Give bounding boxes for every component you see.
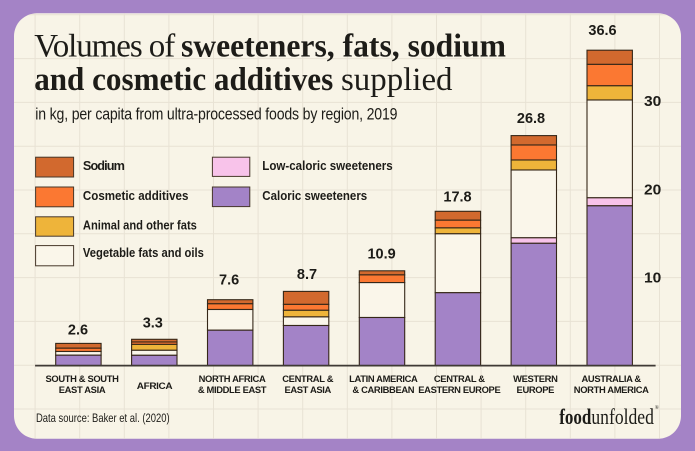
svg-text:supplied: supplied — [341, 62, 453, 98]
svg-text:Low-caloric sweeteners: Low-caloric sweeteners — [262, 159, 392, 173]
svg-text:NORTH AFRICA& MIDDLE EAST: NORTH AFRICA & MIDDLE EAST — [198, 373, 267, 395]
svg-text:7.6: 7.6 — [219, 272, 239, 288]
svg-text:in kg, per capita from ultra-p: in kg, per capita from ultra-processed f… — [35, 106, 397, 124]
svg-text:LATIN AMERICA& CARIBBEAN: LATIN AMERICA & CARIBBEAN — [349, 373, 418, 395]
svg-text:26.8: 26.8 — [517, 111, 545, 127]
svg-text:Data source: Baker et al. (202: Data source: Baker et al. (2020) — [36, 411, 170, 425]
svg-text:and cosmetic additives: and cosmetic additives — [34, 62, 333, 98]
svg-text:Sodium: Sodium — [83, 159, 125, 173]
svg-text:Volumes of: Volumes of — [34, 29, 175, 65]
svg-text:Caloric sweeteners: Caloric sweeteners — [262, 189, 367, 203]
svg-text:20: 20 — [644, 183, 661, 199]
svg-text:unfolded: unfolded — [591, 404, 654, 429]
svg-text:10.9: 10.9 — [367, 247, 395, 263]
svg-text:food: food — [559, 404, 591, 429]
svg-text:AUSTRALIA &NORTH AMERICA: AUSTRALIA & NORTH AMERICA — [574, 373, 649, 395]
svg-text:AFRICA: AFRICA — [137, 380, 173, 391]
svg-text:Animal and other fats: Animal and other fats — [83, 218, 197, 232]
svg-text:30: 30 — [644, 94, 661, 110]
svg-text:CENTRAL &EAST ASIA: CENTRAL & EAST ASIA — [282, 373, 333, 395]
svg-text:3.3: 3.3 — [143, 316, 163, 332]
svg-text:Vegetable fats and oils: Vegetable fats and oils — [83, 246, 204, 260]
svg-text:2.6: 2.6 — [68, 323, 88, 339]
svg-text:sweeteners, fats, sodium: sweeteners, fats, sodium — [181, 29, 506, 65]
svg-text:36.6: 36.6 — [588, 23, 616, 39]
svg-text:CENTRAL &EASTERN EUROPE: CENTRAL & EASTERN EUROPE — [418, 373, 500, 395]
svg-text:8.7: 8.7 — [297, 267, 317, 283]
svg-text:Cosmetic additives: Cosmetic additives — [83, 189, 188, 203]
svg-text:10: 10 — [644, 270, 661, 286]
svg-text:17.8: 17.8 — [443, 190, 471, 206]
svg-text:®: ® — [655, 404, 659, 411]
